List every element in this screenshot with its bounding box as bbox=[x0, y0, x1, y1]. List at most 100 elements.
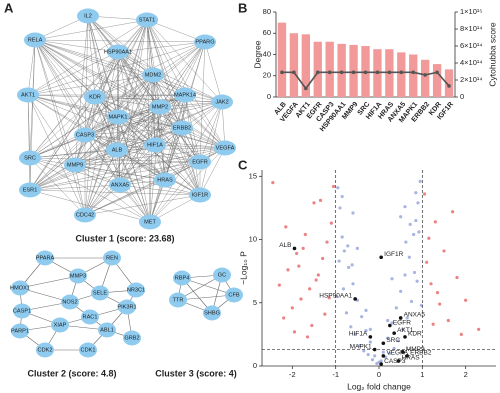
edge bbox=[149, 106, 161, 223]
gene-point bbox=[379, 362, 383, 366]
point bbox=[308, 287, 312, 291]
node-label: SHBG bbox=[204, 310, 220, 316]
edge bbox=[29, 74, 154, 159]
point bbox=[459, 332, 463, 336]
edge bbox=[177, 294, 235, 301]
edge bbox=[27, 94, 156, 146]
node-label: TTR bbox=[173, 297, 184, 303]
node bbox=[194, 34, 216, 50]
point bbox=[364, 328, 368, 333]
point bbox=[408, 222, 412, 226]
edge bbox=[74, 164, 86, 216]
edge bbox=[119, 101, 223, 186]
edge bbox=[84, 134, 121, 186]
point bbox=[427, 236, 431, 240]
edge bbox=[84, 179, 166, 216]
edge bbox=[94, 96, 226, 149]
line-point bbox=[447, 84, 451, 88]
edge bbox=[29, 144, 156, 159]
y-tick-label: 0 bbox=[253, 361, 257, 370]
node-label: HMOX1 bbox=[10, 285, 30, 291]
node bbox=[225, 287, 243, 303]
point bbox=[415, 279, 419, 283]
y-tick-label: 40 bbox=[263, 49, 271, 58]
node-label: HRAS bbox=[157, 177, 173, 183]
edge bbox=[154, 144, 201, 196]
edge bbox=[116, 106, 161, 151]
node bbox=[136, 12, 158, 28]
edge bbox=[146, 19, 161, 108]
edge bbox=[117, 51, 183, 129]
line-point bbox=[292, 70, 296, 75]
edge bbox=[117, 116, 183, 129]
cluster-title: Cluster 2 (score: 4.8) bbox=[27, 368, 116, 378]
node-label: RAC1 bbox=[83, 314, 98, 320]
edge bbox=[199, 101, 223, 196]
point bbox=[321, 256, 325, 261]
edge bbox=[184, 94, 226, 149]
point bbox=[403, 273, 407, 277]
node-label: CDC42 bbox=[76, 212, 94, 218]
bar bbox=[432, 64, 442, 97]
cluster-title: Cluster 1 (score: 23.68) bbox=[75, 233, 174, 243]
node bbox=[36, 342, 54, 358]
x-axis-label: Log₂ fold change bbox=[347, 381, 411, 391]
node bbox=[11, 280, 29, 296]
point bbox=[390, 321, 394, 325]
edge bbox=[27, 74, 154, 96]
point bbox=[422, 192, 427, 196]
point bbox=[388, 351, 392, 355]
edge bbox=[29, 189, 151, 223]
node-label: CASP3 bbox=[76, 132, 94, 138]
point bbox=[407, 255, 411, 259]
point bbox=[451, 210, 455, 214]
gene-label: HIF1A bbox=[349, 331, 368, 338]
edge bbox=[29, 96, 96, 159]
point bbox=[401, 327, 405, 331]
point bbox=[381, 350, 385, 354]
edge bbox=[221, 101, 226, 149]
line-point bbox=[304, 86, 308, 91]
node bbox=[77, 8, 99, 24]
edge bbox=[117, 41, 206, 53]
edge bbox=[29, 189, 201, 196]
bar bbox=[397, 52, 406, 97]
point bbox=[342, 249, 346, 253]
y-axis-label: Degree bbox=[252, 40, 262, 68]
node-label: STAT1 bbox=[139, 17, 156, 23]
node bbox=[107, 109, 129, 125]
bar bbox=[289, 33, 299, 97]
edge bbox=[116, 19, 148, 151]
edge bbox=[87, 15, 201, 163]
node bbox=[74, 127, 96, 143]
edge bbox=[84, 106, 161, 216]
edge bbox=[146, 19, 223, 103]
point bbox=[323, 312, 327, 316]
line-point bbox=[399, 70, 404, 75]
point bbox=[429, 282, 433, 286]
edge bbox=[29, 51, 119, 191]
node bbox=[189, 154, 211, 170]
gene-point bbox=[388, 323, 392, 328]
edge bbox=[154, 144, 226, 149]
point bbox=[312, 201, 316, 205]
point bbox=[325, 240, 329, 244]
line-point bbox=[435, 70, 439, 75]
edge bbox=[181, 277, 235, 296]
point bbox=[271, 181, 275, 185]
point bbox=[340, 194, 344, 199]
node bbox=[142, 67, 164, 83]
node-label: XIAP bbox=[54, 322, 67, 328]
x-tick-label: -1 bbox=[332, 370, 339, 379]
bar bbox=[301, 34, 311, 97]
edge bbox=[146, 19, 206, 43]
node bbox=[84, 89, 106, 105]
edge bbox=[94, 74, 154, 98]
bar bbox=[337, 43, 346, 97]
cluster-title: Cluster 3 (score: 4) bbox=[155, 368, 237, 378]
edge bbox=[27, 94, 183, 129]
edge bbox=[27, 94, 86, 216]
point bbox=[446, 318, 450, 323]
edge bbox=[94, 94, 186, 98]
